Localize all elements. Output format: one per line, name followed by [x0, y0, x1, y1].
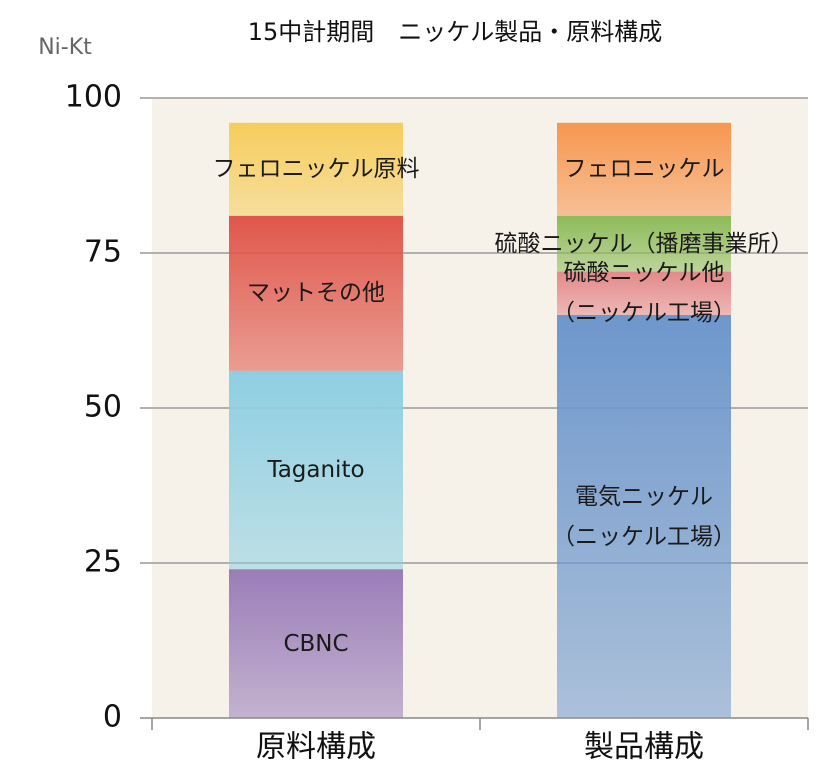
x-tick-label: 製品構成 — [584, 730, 704, 765]
bar-segment — [229, 215, 403, 371]
bar-segment — [229, 122, 403, 216]
bar-segment — [557, 271, 731, 315]
segment-label: 電気ニッケル （ニッケル工場） — [552, 483, 736, 550]
y-tick-label: 0 — [103, 700, 122, 735]
segment-label: CBNC — [283, 630, 349, 657]
bar-segment — [557, 122, 731, 216]
y-axis-label: Ni-Kt — [38, 35, 92, 60]
segment-label: 硫酸ニッケル他 （ニッケル工場） — [552, 260, 736, 327]
bar-segment — [229, 370, 403, 570]
x-tick-label: 原料構成 — [256, 730, 376, 765]
y-tick-label: 25 — [84, 545, 122, 580]
y-tick-label: 75 — [84, 235, 122, 270]
segment-label: Taganito — [267, 457, 365, 483]
y-tick-label: 100 — [65, 80, 122, 115]
segment-label: 硫酸ニッケル（播磨事業所） — [494, 230, 794, 257]
segment-label: フェロニッケル — [563, 156, 725, 183]
y-tick-label: 50 — [84, 390, 122, 425]
bar-segment — [229, 569, 403, 718]
chart-title: 15中計期間 ニッケル製品・原料構成 — [248, 18, 663, 46]
bar-segment — [557, 215, 731, 272]
segment-label: フェロニッケル原料 — [212, 156, 420, 183]
segment-label: マットその他 — [247, 280, 385, 307]
bar-segment — [557, 315, 731, 718]
